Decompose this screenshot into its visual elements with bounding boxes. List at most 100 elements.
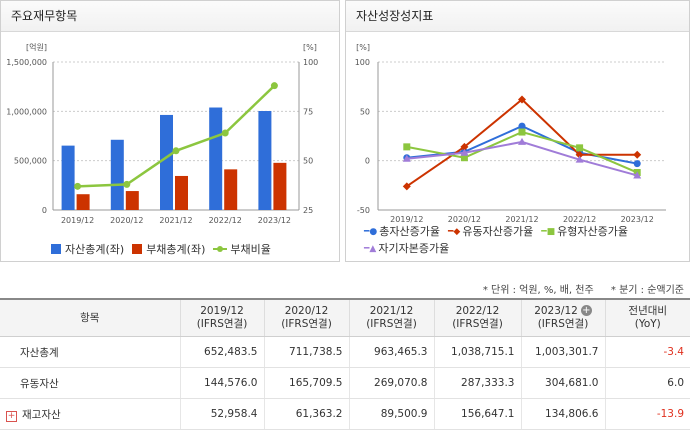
series-point: [460, 154, 468, 162]
legend-item[interactable]: 부채총계(좌): [132, 241, 205, 257]
row-value: 156,647.1: [433, 398, 521, 430]
legend-label: 자기자본증가율: [378, 242, 450, 255]
x-tick-label: 2023/12: [258, 216, 291, 225]
x-tick-label: 2019/12: [61, 216, 94, 225]
legend-label: 자산총계(좌): [65, 243, 125, 256]
legend-swatch-box: [132, 244, 143, 254]
x-tick-label: 2020/12: [110, 216, 143, 225]
x-tick-label: 2022/12: [209, 216, 242, 225]
y-right-tick: 25: [303, 206, 313, 215]
series-point: [633, 171, 642, 179]
legend-label: 총자산증가율: [379, 225, 441, 238]
legend-item[interactable]: 부채비율: [213, 241, 271, 257]
financial-items-chart: [억원] [%] 1,500,000 1,000,000 500,000 0 100 75 50…: [6, 42, 318, 225]
bar: [224, 169, 238, 210]
row-value: 287,333.3: [433, 367, 521, 399]
y-right-tick: 100: [303, 58, 318, 67]
x-tick-label: 2020/12: [448, 215, 481, 224]
financial-items-legend: 자산총계(좌) 부채총계(좌) 부채비율: [51, 241, 279, 257]
legend-label: 유동자산증가율: [462, 225, 534, 238]
table-row: 자산총계 652,483.5 711,738.5 963,465.3 1,038…: [0, 336, 690, 368]
y-right-tick: 75: [303, 107, 313, 116]
row-value: 144,576.0: [179, 367, 264, 399]
legend-label: 부채비율: [230, 243, 271, 256]
y-left-tick: 1,500,000: [6, 58, 47, 67]
row-value: 89,500.9: [348, 398, 434, 430]
row-yoy: -3.4: [604, 336, 690, 368]
y-right-unit: [%]: [303, 43, 317, 52]
ratio-point: [123, 180, 131, 188]
y-left-unit: [억원]: [26, 42, 47, 52]
legend-item[interactable]: ━● 총자산증가율: [364, 224, 440, 240]
y-left-tick: 1,000,000: [6, 107, 47, 116]
legend-item[interactable]: ━◆ 유동자산증가율: [448, 224, 533, 240]
header-period: 2021/12 (IFRS연결): [348, 298, 434, 337]
series-point: [402, 182, 411, 191]
expand-plus-icon[interactable]: +: [6, 410, 17, 422]
x-tick-label: 2022/12: [563, 215, 596, 224]
y-left-tick: 0: [42, 206, 47, 215]
row-value: 269,070.8: [348, 367, 434, 399]
row-value: 61,363.2: [263, 398, 349, 430]
legend-item[interactable]: ━■ 유형자산증가율: [541, 224, 628, 240]
header-period-latest: 2023/12 + (IFRS연결): [520, 298, 605, 337]
bar: [209, 107, 223, 210]
row-label: 자산총계: [0, 336, 180, 368]
header-yoy: 전년대비 (YoY): [604, 298, 690, 337]
series-point: [460, 148, 469, 156]
bar: [61, 145, 75, 210]
row-label-expandable[interactable]: + 재고자산: [0, 398, 180, 430]
y-tick: 100: [355, 58, 370, 67]
series-point: [518, 137, 526, 145]
bar: [76, 194, 90, 210]
series-point: [402, 154, 411, 162]
series-point: [575, 150, 584, 159]
asset-growth-panel: 자산성장성지표 [%] 100 50 0 -50 2019/12 2020/12 2021/1…: [345, 0, 690, 262]
unit-note: * 단위 : 억원, %, 배, 천주: [482, 285, 594, 296]
bar: [258, 111, 272, 210]
row-value: 165,709.5: [263, 367, 349, 399]
bar: [160, 114, 173, 210]
row-value: 134,806.6: [520, 398, 605, 430]
ratio-point: [221, 129, 229, 137]
bar: [125, 191, 139, 210]
ratio-point: [172, 147, 180, 155]
bar: [175, 175, 188, 210]
legend-marker-icon: ━◆: [448, 227, 461, 237]
financial-items-title: 주요재무항목: [1, 1, 339, 32]
header-period: 2022/12 (IFRS연결): [433, 298, 521, 337]
legend-marker-icon: ━●: [364, 227, 378, 237]
series-point: [518, 122, 526, 130]
series-point: [518, 95, 526, 104]
row-value: 1,003,301.7: [520, 336, 605, 368]
x-tick-label: 2019/12: [390, 215, 423, 224]
x-tick-label: 2023/12: [621, 215, 654, 224]
legend-item[interactable]: 자산총계(좌): [51, 241, 124, 257]
plus-circle-icon[interactable]: +: [580, 305, 592, 316]
legend-label: 부채총계(좌): [146, 243, 206, 256]
legend-swatch-box: [51, 244, 61, 254]
financial-items-panel: 주요재무항목 [억원] [%] 1,500,000 1,000,000 500,000 0…: [0, 0, 340, 262]
table-notes: * 단위 : 억원, %, 배, 천주 * 분기 : 순액기준: [469, 281, 684, 296]
row-value: 652,483.5: [179, 336, 264, 368]
row-value: 52,958.4: [179, 398, 264, 430]
asset-growth-title: 자산성장성지표: [346, 1, 689, 32]
series-point: [518, 128, 526, 136]
financial-table: 항목 2019/12 (IFRS연결) 2020/12 (IFRS연결) 2021/…: [0, 298, 690, 430]
header-period: 2019/12 (IFRS연결): [179, 298, 264, 337]
row-yoy: 6.0: [604, 367, 690, 399]
asset-growth-legend: ━● 총자산증가율 ━◆ 유동자산증가율 ━■ 유형자산증가율 ━▲ 자기자본증가율: [364, 223, 684, 257]
legend-swatch-line: [213, 244, 228, 254]
table-row: 유동자산 144,576.0 165,709.5 269,070.8 287,3…: [0, 367, 690, 399]
row-value: 711,738.5: [263, 336, 349, 368]
y-unit: [%]: [356, 43, 370, 52]
header-period: 2020/12 (IFRS연결): [263, 298, 349, 337]
legend-item[interactable]: ━▲ 자기자본증가율: [364, 241, 449, 257]
header-item: 항목: [0, 298, 180, 337]
table-header-row: 항목 2019/12 (IFRS연결) 2020/12 (IFRS연결) 2021/…: [0, 298, 690, 337]
y-left-tick: 500,000: [14, 157, 47, 166]
table-row: + 재고자산 52,958.4 61,363.2 89,500.9 156,647…: [0, 398, 690, 430]
y-tick: 50: [360, 107, 370, 116]
ratio-line: [77, 84, 276, 188]
asset-growth-chart: [%] 100 50 0 -50 2019/12 2020/12 2021/12 2022/12…: [355, 43, 666, 224]
